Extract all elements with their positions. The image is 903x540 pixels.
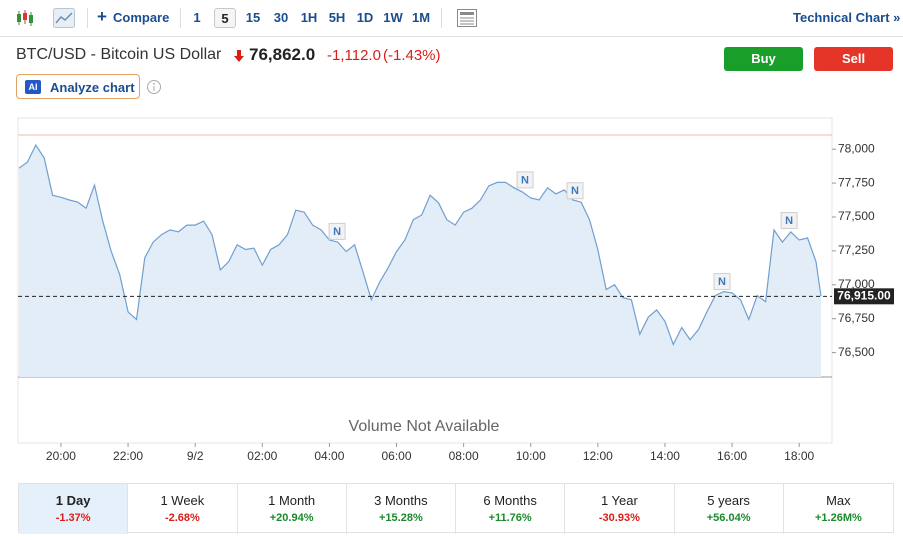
x-tick-label: 08:00	[449, 449, 479, 463]
period-tab[interactable]: 6 Months +11.76%	[456, 484, 566, 534]
x-tick-label: 04:00	[314, 449, 344, 463]
x-tick-label: 10:00	[516, 449, 546, 463]
period-tab[interactable]: Max +1.26M%	[784, 484, 893, 534]
sell-button[interactable]: Sell	[814, 47, 893, 71]
x-tick-label: 22:00	[113, 449, 143, 463]
x-tick-label: 18:00	[784, 449, 814, 463]
period-tab[interactable]: 1 Week -2.68%	[128, 484, 238, 534]
y-tick-label: 77,500	[838, 209, 875, 223]
period-change: -2.68%	[164, 512, 200, 524]
x-tick-label: 14:00	[650, 449, 680, 463]
period-change: +15.28%	[379, 512, 423, 524]
period-tab[interactable]: 1 Year -30.93%	[565, 484, 675, 534]
area-icon[interactable]	[53, 8, 75, 28]
ai-badge: AI	[25, 80, 41, 94]
news-marker-label: N	[521, 174, 529, 186]
separator	[87, 8, 88, 28]
area	[19, 145, 821, 377]
y-tick-label: 78,000	[838, 141, 875, 155]
period-label: 1 Day	[55, 493, 91, 508]
symbol: BTC/USD - Bitcoin US Dollar	[16, 46, 222, 63]
x-tick-label: 12:00	[583, 449, 613, 463]
down-arrow	[234, 50, 244, 62]
interval-button[interactable]: 1H	[300, 10, 318, 25]
interval-button[interactable]: 5	[214, 8, 236, 28]
period-label: 1 Week	[160, 493, 205, 508]
news-marker[interactable]	[713, 273, 731, 291]
period-label: Max	[826, 493, 851, 508]
candles-icon[interactable]	[15, 9, 35, 27]
x-tick-label: 02:00	[247, 449, 277, 463]
period-change: +11.76%	[488, 512, 532, 524]
y-tick-label: 76,500	[838, 345, 875, 359]
change: -1,112.0	[327, 47, 381, 64]
news-marker[interactable]	[566, 182, 584, 200]
interval-button[interactable]: 30	[273, 10, 289, 25]
plot-frame	[17, 117, 833, 444]
period-tab[interactable]: 5 years +56.04%	[675, 484, 784, 534]
price: 76,862.0	[249, 45, 316, 64]
period-label: 6 Months	[483, 493, 537, 508]
toolbar: + Compare 1 5 15 30 1H 5H 1D 1W 1M Technical Cha…	[0, 0, 903, 37]
news-marker-label: N	[718, 276, 726, 288]
news-marker[interactable]	[780, 212, 798, 230]
period-tab[interactable]: 1 Day -1.37%	[19, 484, 129, 534]
periods: 1 Day -1.37% 1 Week -2.68% 1 Month +20.94% 3 M…	[18, 483, 894, 534]
period-label: 3 Months	[374, 493, 428, 508]
x-tick-label: 9/2	[187, 449, 204, 463]
separator	[441, 8, 442, 28]
y-tick-label: 77,250	[838, 243, 875, 257]
last-price-tag	[834, 288, 894, 305]
volume-note: Volume Not Available	[349, 418, 500, 435]
plus-icon: +	[97, 7, 107, 26]
news-marker-label: N	[333, 226, 341, 238]
period-change: +56.04%	[706, 512, 751, 524]
period-change: -30.93%	[598, 512, 640, 524]
period-change: +20.94%	[269, 512, 314, 524]
analyze-label: Analyze chart	[50, 80, 135, 95]
y-tick-label: 77,000	[838, 277, 875, 291]
news-marker-label: N	[785, 215, 793, 227]
x-tick-label: 20:00	[46, 449, 76, 463]
analyze-button[interactable]: AI Analyze chart	[16, 74, 140, 99]
interval-button[interactable]: 1D	[356, 10, 374, 25]
news-marker[interactable]	[328, 222, 346, 240]
news-marker-label: N	[571, 185, 579, 197]
info-icon[interactable]	[146, 79, 162, 95]
y-tick-label: 76,750	[838, 311, 875, 325]
separator	[180, 8, 181, 28]
interval-button[interactable]: 15	[245, 10, 261, 25]
period-tab[interactable]: 3 Months +15.28%	[347, 484, 456, 534]
interval-button[interactable]: 5H	[328, 10, 346, 25]
period-label: 1 Month	[268, 493, 316, 508]
period-tab[interactable]: 1 Month +20.94%	[238, 484, 347, 534]
interval-button[interactable]: 1W	[383, 10, 403, 25]
change-percent: (-1.43%)	[383, 47, 441, 64]
last-price-label: 76,915.00	[837, 288, 891, 302]
layout-icon[interactable]	[457, 9, 477, 27]
period-label: 5 years	[707, 493, 750, 508]
interval-button[interactable]: 1M	[411, 10, 431, 25]
news-marker[interactable]	[516, 171, 534, 189]
y-tick-label: 77,750	[838, 175, 875, 189]
chart: Investing.com76,50076,75077,00077,25077,…	[17, 117, 894, 463]
x-tick-label: 06:00	[381, 449, 411, 463]
x-tick-label: 16:00	[717, 449, 747, 463]
compare-button[interactable]: Compare	[113, 10, 170, 25]
period-change: +1.26M%	[814, 512, 862, 524]
period-change: -1.37%	[55, 512, 91, 524]
interval-button[interactable]: 1	[193, 10, 201, 25]
price-line	[18, 143, 822, 347]
period-label: 1 Year	[600, 493, 638, 508]
buy-button[interactable]: Buy	[724, 47, 803, 71]
technical-chart-link[interactable]: Technical Chart »	[793, 10, 901, 25]
